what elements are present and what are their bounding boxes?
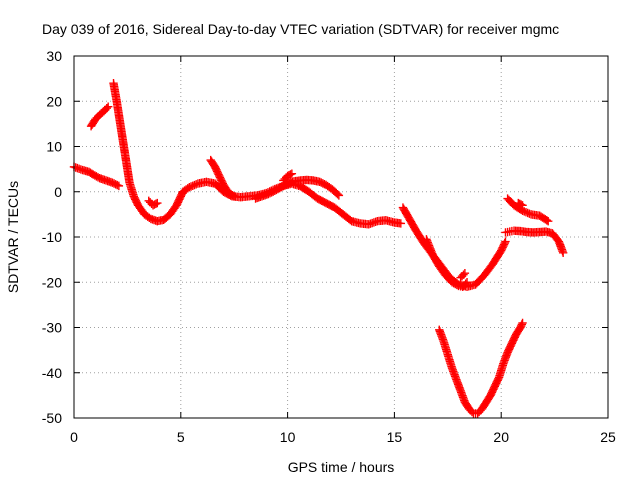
data-point	[286, 170, 295, 179]
data-point	[114, 181, 124, 191]
y-axis-label: SDTVAR / TECUs	[5, 181, 21, 293]
data-point	[334, 191, 344, 200]
data-point	[265, 189, 275, 198]
data-point	[494, 374, 503, 383]
x-axis-label: GPS time / hours	[288, 459, 395, 475]
data-point	[460, 269, 470, 278]
series-arc-4	[144, 196, 162, 210]
axis-ticks	[73, 55, 609, 419]
x-tick-label: 0	[70, 429, 78, 445]
data-point	[346, 215, 355, 225]
data-point	[228, 190, 237, 200]
data-point	[109, 179, 119, 188]
series-arc-2	[86, 102, 113, 131]
data-point	[230, 192, 239, 201]
series-arc-10	[456, 269, 470, 282]
data-point	[518, 318, 527, 328]
data-point	[500, 238, 509, 248]
x-tick-label: 10	[280, 429, 296, 445]
x-tick-label: 20	[493, 429, 509, 445]
data-point	[318, 179, 328, 188]
data-point	[543, 216, 553, 226]
x-tick-label: 15	[387, 429, 403, 445]
data-point	[396, 219, 406, 228]
y-tick-label: -40	[42, 365, 62, 381]
series-arc-14	[435, 318, 527, 418]
data-point	[317, 178, 326, 187]
data-point	[108, 178, 117, 187]
data-point	[103, 102, 113, 111]
y-tick-label: 30	[46, 48, 62, 64]
data-point	[452, 280, 462, 290]
data-point	[462, 278, 472, 287]
data-point	[113, 180, 122, 190]
data-point	[517, 320, 527, 329]
data-point	[459, 270, 468, 279]
y-tick-label: -10	[42, 229, 62, 245]
series-arc-12	[503, 194, 553, 226]
data-point	[516, 200, 526, 209]
data-point	[315, 177, 324, 186]
y-tick-label: 0	[54, 184, 62, 200]
series-arc-7	[279, 169, 297, 185]
data-point	[153, 198, 162, 208]
y-tick-label: -20	[42, 274, 62, 290]
data-point	[461, 279, 470, 288]
data-point	[93, 173, 103, 182]
series-arc-1	[69, 162, 124, 191]
tick-labels: 0 5 10 15 20 25 -50 -40 -30 -20 -10 0 10 20 30	[42, 48, 616, 445]
data-point	[467, 407, 477, 417]
x-tick-label: 5	[177, 429, 185, 445]
data-point	[267, 188, 276, 197]
series-arc-11	[501, 226, 568, 258]
data-point	[264, 189, 273, 199]
series-arc-8	[398, 203, 510, 291]
data-point	[102, 103, 111, 113]
y-tick-label: 20	[46, 93, 62, 109]
data-point	[518, 201, 527, 210]
y-tick-label: 10	[46, 139, 62, 155]
data-points	[69, 78, 568, 418]
y-tick-label: -50	[42, 410, 62, 426]
y-tick-label: -30	[42, 320, 62, 336]
series-arc-5	[206, 155, 239, 201]
data-point	[111, 180, 120, 189]
data-point	[558, 248, 568, 258]
data-point	[151, 199, 161, 209]
x-tick-label: 25	[600, 429, 616, 445]
series-arc-13	[514, 198, 527, 210]
data-point	[501, 237, 510, 246]
data-point	[542, 216, 551, 225]
grid-lines	[74, 56, 608, 418]
chart-title: Day 039 of 2016, Sidereal Day-to-day VTE…	[42, 21, 559, 37]
data-point	[287, 169, 297, 178]
series-arc-9	[422, 235, 472, 291]
series-arc-6	[251, 175, 344, 203]
data-point	[333, 189, 342, 199]
